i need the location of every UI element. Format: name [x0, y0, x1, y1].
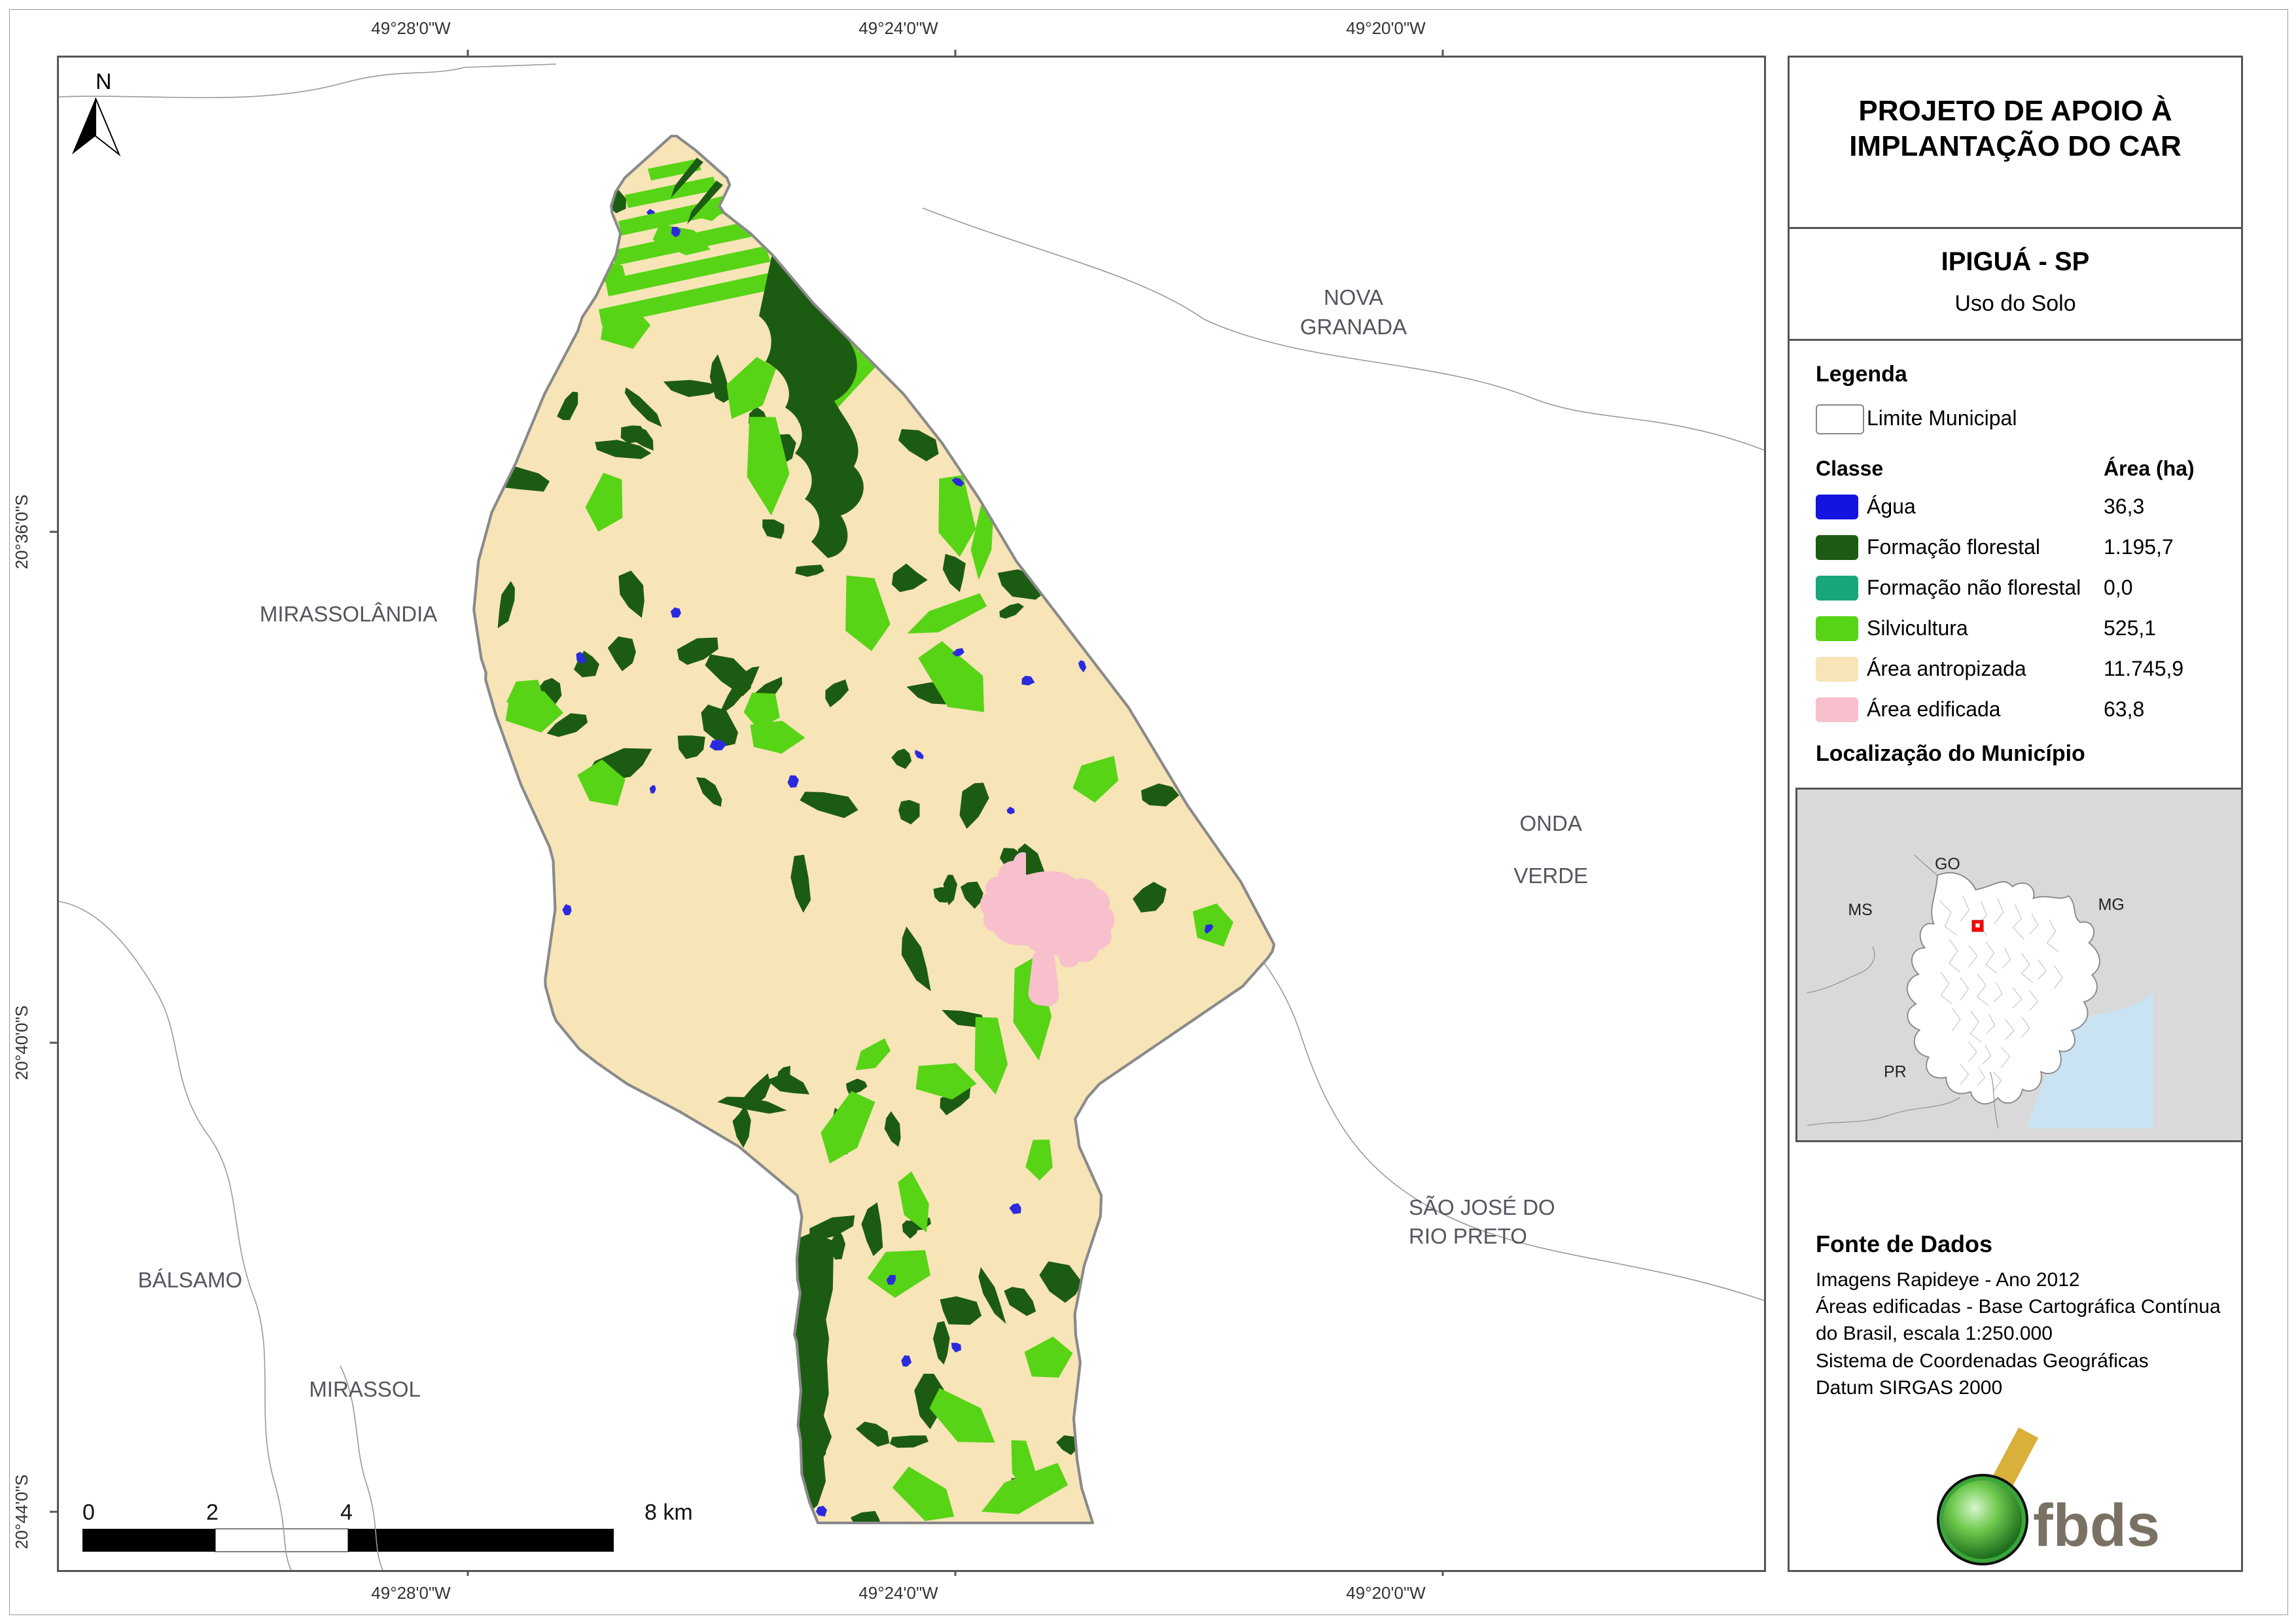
svg-text:ONDA: ONDA [1520, 811, 1582, 835]
svg-text:SÃO JOSÉ DO: SÃO JOSÉ DO [1409, 1195, 1555, 1219]
svg-text:MG: MG [2098, 896, 2125, 914]
svg-text:4: 4 [340, 1500, 353, 1525]
svg-text:N: N [96, 69, 112, 94]
svg-text:0: 0 [82, 1500, 95, 1525]
svg-text:BÁLSAMO: BÁLSAMO [138, 1268, 243, 1292]
svg-text:RIO PRETO: RIO PRETO [1409, 1224, 1527, 1248]
svg-text:MS: MS [1848, 901, 1872, 919]
svg-text:VERDE: VERDE [1513, 864, 1588, 888]
svg-text:PR: PR [1884, 1062, 1907, 1081]
svg-text:NOVA: NOVA [1324, 285, 1383, 309]
svg-text:GO: GO [1935, 855, 1960, 873]
svg-text:MIRASSOLÂNDIA: MIRASSOLÂNDIA [260, 602, 437, 626]
svg-text:GRANADA: GRANADA [1300, 315, 1407, 339]
svg-text:fbds: fbds [2033, 1492, 2160, 1559]
svg-text:2: 2 [206, 1500, 219, 1525]
svg-text:MIRASSOL: MIRASSOL [309, 1377, 421, 1401]
svg-text:8 km: 8 km [645, 1500, 693, 1525]
